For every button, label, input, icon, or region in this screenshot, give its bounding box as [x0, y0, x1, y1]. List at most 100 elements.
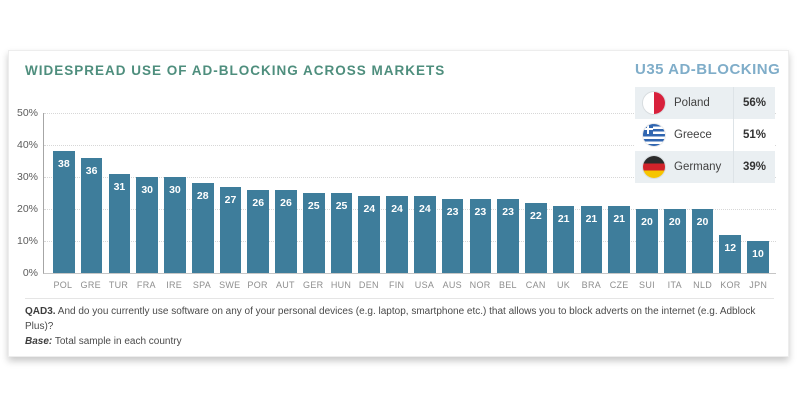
bar-value-label: 23	[474, 206, 487, 219]
bar-slot: 24	[411, 113, 439, 273]
bars-container: 38 36 31 30 30 28 27 26 26 25 25 24 24 24 23 23 23 22 21 21…	[44, 113, 776, 273]
bar: 31	[108, 173, 131, 273]
base-text: Total sample in each country	[52, 336, 182, 347]
bar-value-label: 38	[58, 158, 70, 171]
u35-panel: U35 AD-BLOCKING Poland 56% Greece 51% German…	[635, 61, 780, 183]
y-tick-label: 40%	[16, 139, 38, 151]
bar-value-label: 24	[418, 203, 431, 216]
x-axis-label: SWE	[219, 280, 241, 290]
bar-slot: 12	[716, 113, 744, 273]
bar: 24	[386, 196, 408, 273]
footnote: QAD3. And do you currently use software …	[25, 298, 774, 349]
bar-slot: 31	[106, 113, 134, 273]
bar: 25	[302, 193, 325, 273]
base-label: Base:	[25, 336, 53, 347]
x-axis-label: BEL	[498, 280, 517, 290]
y-tick-label: 10%	[16, 235, 38, 247]
bar-value-label: 10	[752, 248, 764, 260]
x-axis-label: AUS	[442, 280, 462, 290]
x-axis-labels: POL GRE TUR FRA IRE SPA SWE POR AUT GER HUN DEN FIN U…	[43, 274, 776, 290]
germany-flag	[643, 156, 665, 178]
bar: 23	[469, 199, 492, 273]
bar: 20	[636, 209, 658, 273]
legend-row: Poland 56%	[635, 87, 775, 119]
bar-value-label: 36	[85, 164, 98, 177]
x-axis-label: USA	[414, 280, 435, 290]
gridline	[44, 177, 776, 178]
bar-value-label: 23	[502, 206, 514, 219]
bar-value-label: 12	[724, 241, 737, 254]
bar: 20	[663, 209, 686, 273]
legend-row: Greece 51%	[635, 119, 775, 151]
gridline	[44, 209, 776, 210]
bar: 23	[497, 199, 519, 273]
bar-slot: 22	[522, 113, 550, 273]
x-axis-label: NLD	[693, 280, 713, 290]
greece-flag	[643, 124, 665, 146]
x-axis-label: DEN	[358, 280, 379, 290]
x-axis-label: AUT	[275, 280, 295, 290]
plot-area: 38 36 31 30 30 28 27 26 26 25 25 24 24 24 23 23 23 22 21 21…	[43, 113, 776, 274]
bar: 24	[414, 196, 436, 273]
bar-slot: 38	[50, 113, 78, 273]
bar: 21	[552, 205, 575, 273]
bar: 20	[691, 209, 714, 273]
bar-slot: 27	[217, 113, 245, 273]
question-line: QAD3. And do you currently use software …	[25, 304, 774, 334]
bar-value-label: 20	[668, 216, 681, 228]
legend-country-name: Germany	[674, 161, 722, 173]
x-axis-label: SUI	[639, 280, 655, 290]
y-axis: 50% 40% 30% 20% 10% 0%	[16, 107, 43, 279]
bar: 12	[719, 234, 742, 273]
base-line: Base: Total sample in each country	[25, 334, 774, 349]
bar: 26	[275, 189, 297, 273]
bar-slot: 21	[578, 113, 606, 273]
bar: 30	[164, 177, 186, 273]
gridline	[44, 113, 776, 114]
bar: 26	[247, 189, 270, 273]
bar-slot: 25	[300, 113, 328, 273]
bar: 27	[219, 186, 242, 273]
bar-slot: 36	[78, 113, 106, 273]
bar-value-label: 26	[252, 196, 265, 209]
question-text: And do you currently use software on any…	[25, 306, 756, 332]
gridline	[44, 145, 776, 146]
legend-table: Poland 56% Greece 51% Germany 39%	[635, 87, 775, 183]
x-axis-label: POR	[247, 280, 268, 290]
bar: 36	[80, 157, 103, 273]
bar-slot: 30	[133, 113, 161, 273]
x-axis-label: POL	[53, 280, 73, 290]
bar-slot: 23	[494, 113, 522, 273]
bar: 28	[191, 183, 214, 273]
x-axis-label: FRA	[136, 280, 156, 290]
x-axis-label: HUN	[330, 280, 352, 290]
bar-slot: 23	[439, 113, 467, 273]
bar-slot: 26	[244, 113, 272, 273]
bar: 23	[441, 199, 464, 273]
bar-value-label: 21	[613, 212, 626, 225]
x-axis-label: ITA	[667, 280, 682, 290]
x-axis-label: TUR	[108, 280, 129, 290]
x-axis-label: JPN	[749, 280, 768, 290]
bar-slot: 20	[633, 113, 661, 273]
bar-value-label: 30	[169, 184, 181, 196]
bar-value-label: 30	[141, 184, 154, 196]
gridline	[44, 241, 776, 242]
x-axis-label: CZE	[609, 280, 629, 290]
y-tick-label: 30%	[16, 171, 38, 183]
x-axis-label: NOR	[469, 280, 491, 290]
bar-value-label: 24	[391, 203, 403, 216]
bar-value-label: 21	[557, 212, 570, 225]
x-axis-label: UK	[556, 280, 571, 290]
chart-title: WIDESPREAD USE OF AD-BLOCKING ACROSS MAR…	[25, 63, 446, 78]
bar: 10	[747, 241, 769, 273]
bar-slot: 23	[466, 113, 494, 273]
bar: 30	[136, 177, 158, 273]
bar-slot: 10	[744, 113, 772, 273]
bar: 25	[330, 193, 353, 273]
x-axis-label: GRE	[80, 280, 101, 290]
x-axis-label: GER	[303, 280, 324, 290]
bar-slot: 24	[383, 113, 411, 273]
bar-value-label: 21	[585, 212, 598, 225]
bar-slot: 26	[272, 113, 300, 273]
